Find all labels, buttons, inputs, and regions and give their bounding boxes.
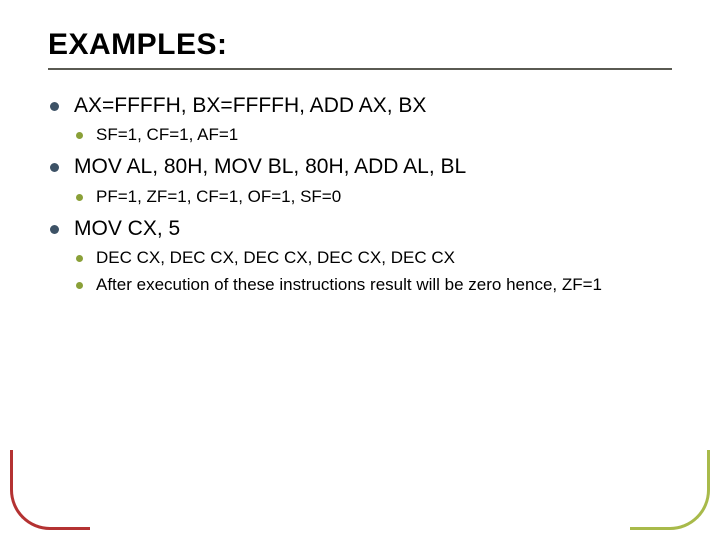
bullet-list: AX=FFFFH, BX=FFFFH, ADD AX, BX SF=1, CF=… — [48, 92, 672, 297]
slide: EXAMPLES: AX=FFFFH, BX=FFFFH, ADD AX, BX… — [0, 0, 720, 540]
list-item: MOV CX, 5 DEC CX, DEC CX, DEC CX, DEC CX… — [48, 215, 672, 297]
list-item-text: MOV CX, 5 — [74, 217, 180, 240]
slide-title: EXAMPLES: — [48, 28, 672, 62]
sub-list-item: SF=1, CF=1, AF=1 — [74, 124, 672, 147]
title-rule — [48, 68, 672, 70]
list-item-text: AX=FFFFH, BX=FFFFH, ADD AX, BX — [74, 94, 426, 117]
corner-bottom-right — [630, 450, 710, 530]
sub-list-item-text: SF=1, CF=1, AF=1 — [96, 125, 238, 144]
list-item: AX=FFFFH, BX=FFFFH, ADD AX, BX SF=1, CF=… — [48, 92, 672, 147]
sub-list-item-text: After execution of these instructions re… — [96, 275, 602, 294]
sub-list-item: DEC CX, DEC CX, DEC CX, DEC CX, DEC CX — [74, 247, 672, 270]
sub-list-item-text: DEC CX, DEC CX, DEC CX, DEC CX, DEC CX — [96, 248, 455, 267]
list-item-text: MOV AL, 80H, MOV BL, 80H, ADD AL, BL — [74, 155, 466, 178]
list-item: MOV AL, 80H, MOV BL, 80H, ADD AL, BL PF=… — [48, 153, 672, 208]
sub-list: PF=1, ZF=1, CF=1, OF=1, SF=0 — [74, 186, 672, 209]
sub-list-item: After execution of these instructions re… — [74, 274, 672, 297]
sub-list-item-text: PF=1, ZF=1, CF=1, OF=1, SF=0 — [96, 187, 341, 206]
sub-list: SF=1, CF=1, AF=1 — [74, 124, 672, 147]
sub-list-item: PF=1, ZF=1, CF=1, OF=1, SF=0 — [74, 186, 672, 209]
corner-bottom-left — [10, 450, 90, 530]
sub-list: DEC CX, DEC CX, DEC CX, DEC CX, DEC CX A… — [74, 247, 672, 297]
